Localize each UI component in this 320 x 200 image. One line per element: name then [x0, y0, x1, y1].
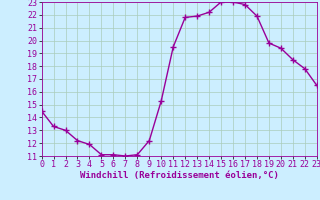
- X-axis label: Windchill (Refroidissement éolien,°C): Windchill (Refroidissement éolien,°C): [80, 171, 279, 180]
